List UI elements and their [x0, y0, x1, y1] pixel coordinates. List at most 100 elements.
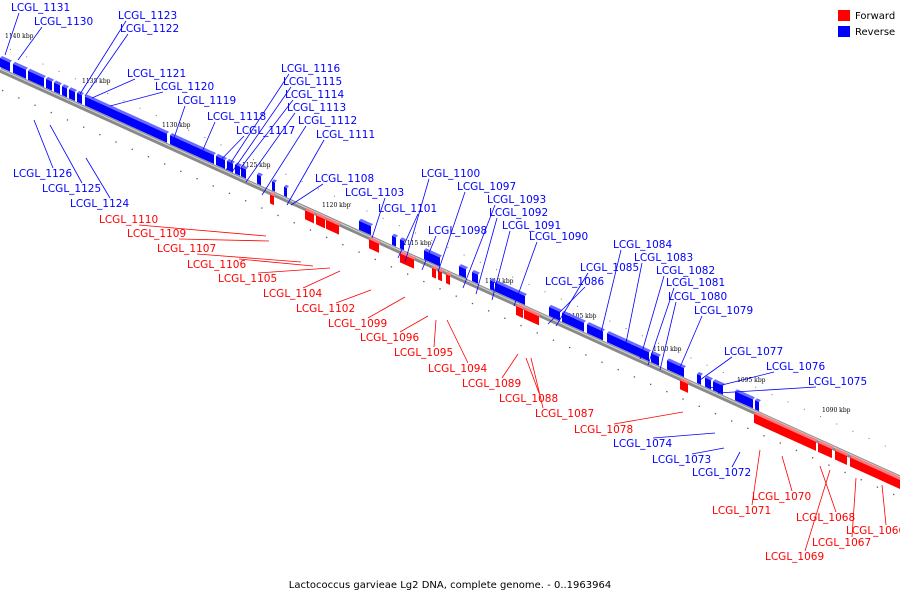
- gene-block: [667, 358, 686, 378]
- gene-label-text: LCGL_1101: [378, 203, 437, 215]
- gene-label-lcgl-1120: LCGL_1120: [109, 81, 214, 107]
- gene-block: [235, 162, 242, 176]
- backbone-tick: [731, 420, 733, 422]
- gene-block: [257, 172, 263, 186]
- backbone-tick: [852, 430, 854, 432]
- gene-label-text: LCGL_1082: [656, 265, 715, 277]
- gene-block: [305, 208, 316, 224]
- backbone-tick: [560, 298, 562, 300]
- gene-label-text: LCGL_1104: [263, 288, 322, 300]
- backbone-tick: [188, 129, 190, 131]
- gene-label-text: LCGL_1091: [502, 220, 561, 232]
- backbone-tick: [107, 93, 109, 94]
- backbone-tick: [488, 310, 490, 312]
- backbone-tick: [277, 214, 279, 217]
- gene-blocks: [0, 56, 900, 489]
- gene-label-text: LCGL_1098: [428, 225, 487, 237]
- gene-block: [424, 248, 442, 267]
- backbone-tick: [334, 195, 335, 197]
- backbone-tick: [180, 170, 182, 172]
- backbone-tick: [658, 342, 659, 344]
- gene-label-text: LCGL_1094: [428, 363, 487, 375]
- gene-block: [46, 76, 54, 91]
- backbone-tick: [479, 261, 481, 263]
- gene-label-lcgl-1081: LCGL_1081: [647, 277, 725, 366]
- backbone-tick: [528, 283, 530, 285]
- backbone-tick: [390, 266, 393, 268]
- gene-label-lcgl-1105: LCGL_1105: [218, 267, 331, 285]
- gene-label-text: LCGL_1083: [634, 252, 693, 264]
- gene-label-text: LCGL_1100: [421, 168, 480, 180]
- backbone-tick: [893, 493, 895, 496]
- backbone-tick: [884, 445, 886, 447]
- gene-label-lcgl-1082: LCGL_1082: [639, 265, 715, 360]
- gene-block: [472, 269, 480, 284]
- gene-block: [13, 61, 28, 79]
- backbone-tick: [552, 339, 555, 341]
- backbone-tick: [196, 178, 198, 180]
- gene-label-lcgl-1107: LCGL_1107: [157, 243, 302, 263]
- gene-block: [818, 440, 834, 459]
- gene-label-lcgl-1097: LCGL_1097: [437, 181, 516, 273]
- gene-block: [272, 179, 277, 192]
- gene-label-lcgl-1109: LCGL_1109: [127, 228, 270, 242]
- backbone-tick: [123, 100, 125, 102]
- backbone-tick: [42, 63, 44, 65]
- gene-label-lcgl-1084: LCGL_1084: [599, 239, 672, 338]
- gene-label-text: LCGL_1126: [13, 168, 72, 180]
- backbone-tick: [844, 471, 846, 474]
- backbone-tick: [342, 244, 344, 246]
- backbone-tick: [74, 78, 76, 80]
- gene-block: [516, 303, 525, 319]
- gene-label-lcgl-1092: LCGL_1092: [475, 207, 548, 295]
- gene-label-lcgl-1122: LCGL_1122: [84, 23, 179, 97]
- gene-block: [850, 455, 882, 480]
- gene-label-lcgl-1076: LCGL_1076: [709, 361, 825, 389]
- gene-block: [241, 165, 248, 179]
- backbone-tick: [876, 486, 879, 488]
- gene-label-text: LCGL_1097: [457, 181, 516, 193]
- backbone-tick: [358, 251, 360, 253]
- gene-label-lcgl-1068: LCGL_1068: [796, 465, 855, 524]
- gene-label-text: LCGL_1110: [99, 214, 158, 226]
- gene-block: [835, 448, 849, 465]
- backbone-tick: [58, 70, 60, 72]
- gene-block: [446, 272, 452, 285]
- backbone-tick: [293, 222, 295, 224]
- gene-label-lcgl-1098: LCGL_1098: [421, 225, 487, 271]
- gene-label-lcgl-1123: LCGL_1123: [79, 10, 177, 95]
- gene-label-text: LCGL_1131: [11, 2, 70, 14]
- gene-label-lcgl-1067: LCGL_1067: [812, 477, 871, 549]
- gene-label-lcgl-1099: LCGL_1099: [328, 296, 406, 330]
- backbone-tick: [868, 438, 870, 440]
- gene-label-lcgl-1112: LCGL_1112: [261, 115, 357, 196]
- backbone-tick: [253, 159, 254, 161]
- gene-label-text: LCGL_1108: [315, 173, 374, 185]
- gene-label-lcgl-1096: LCGL_1096: [360, 315, 429, 344]
- gene-label-lcgl-1088: LCGL_1088: [499, 357, 558, 405]
- gene-label-lcgl-1077: LCGL_1077: [699, 346, 783, 381]
- backbone-tick: [747, 427, 749, 429]
- gene-label-lcgl-1131: LCGL_1131: [4, 2, 70, 56]
- gene-label-lcgl-1083: LCGL_1083: [624, 252, 693, 349]
- gene-label-text: LCGL_1076: [766, 361, 825, 373]
- gene-block: [326, 217, 341, 235]
- gene-block: [680, 378, 690, 393]
- gene-label-text: LCGL_1088: [499, 393, 558, 405]
- gene-label-text: LCGL_1079: [694, 305, 753, 317]
- gene-block: [587, 322, 605, 341]
- scale-label: 1105 kbp: [568, 313, 597, 320]
- backbone-tick: [172, 122, 173, 124]
- gene-label-lcgl-1094: LCGL_1094: [428, 319, 487, 375]
- gene-label-lcgl-1070: LCGL_1070: [752, 455, 811, 503]
- backbone-tick: [317, 188, 319, 190]
- gene-block: [697, 371, 703, 385]
- backbone-tick: [261, 207, 263, 209]
- backbone-tick: [812, 457, 814, 459]
- gene-block: [369, 237, 381, 253]
- gene-label-lcgl-1090: LCGL_1090: [513, 231, 588, 307]
- gene-label-text: LCGL_1096: [360, 332, 419, 344]
- gene-label-text: LCGL_1089: [462, 378, 521, 390]
